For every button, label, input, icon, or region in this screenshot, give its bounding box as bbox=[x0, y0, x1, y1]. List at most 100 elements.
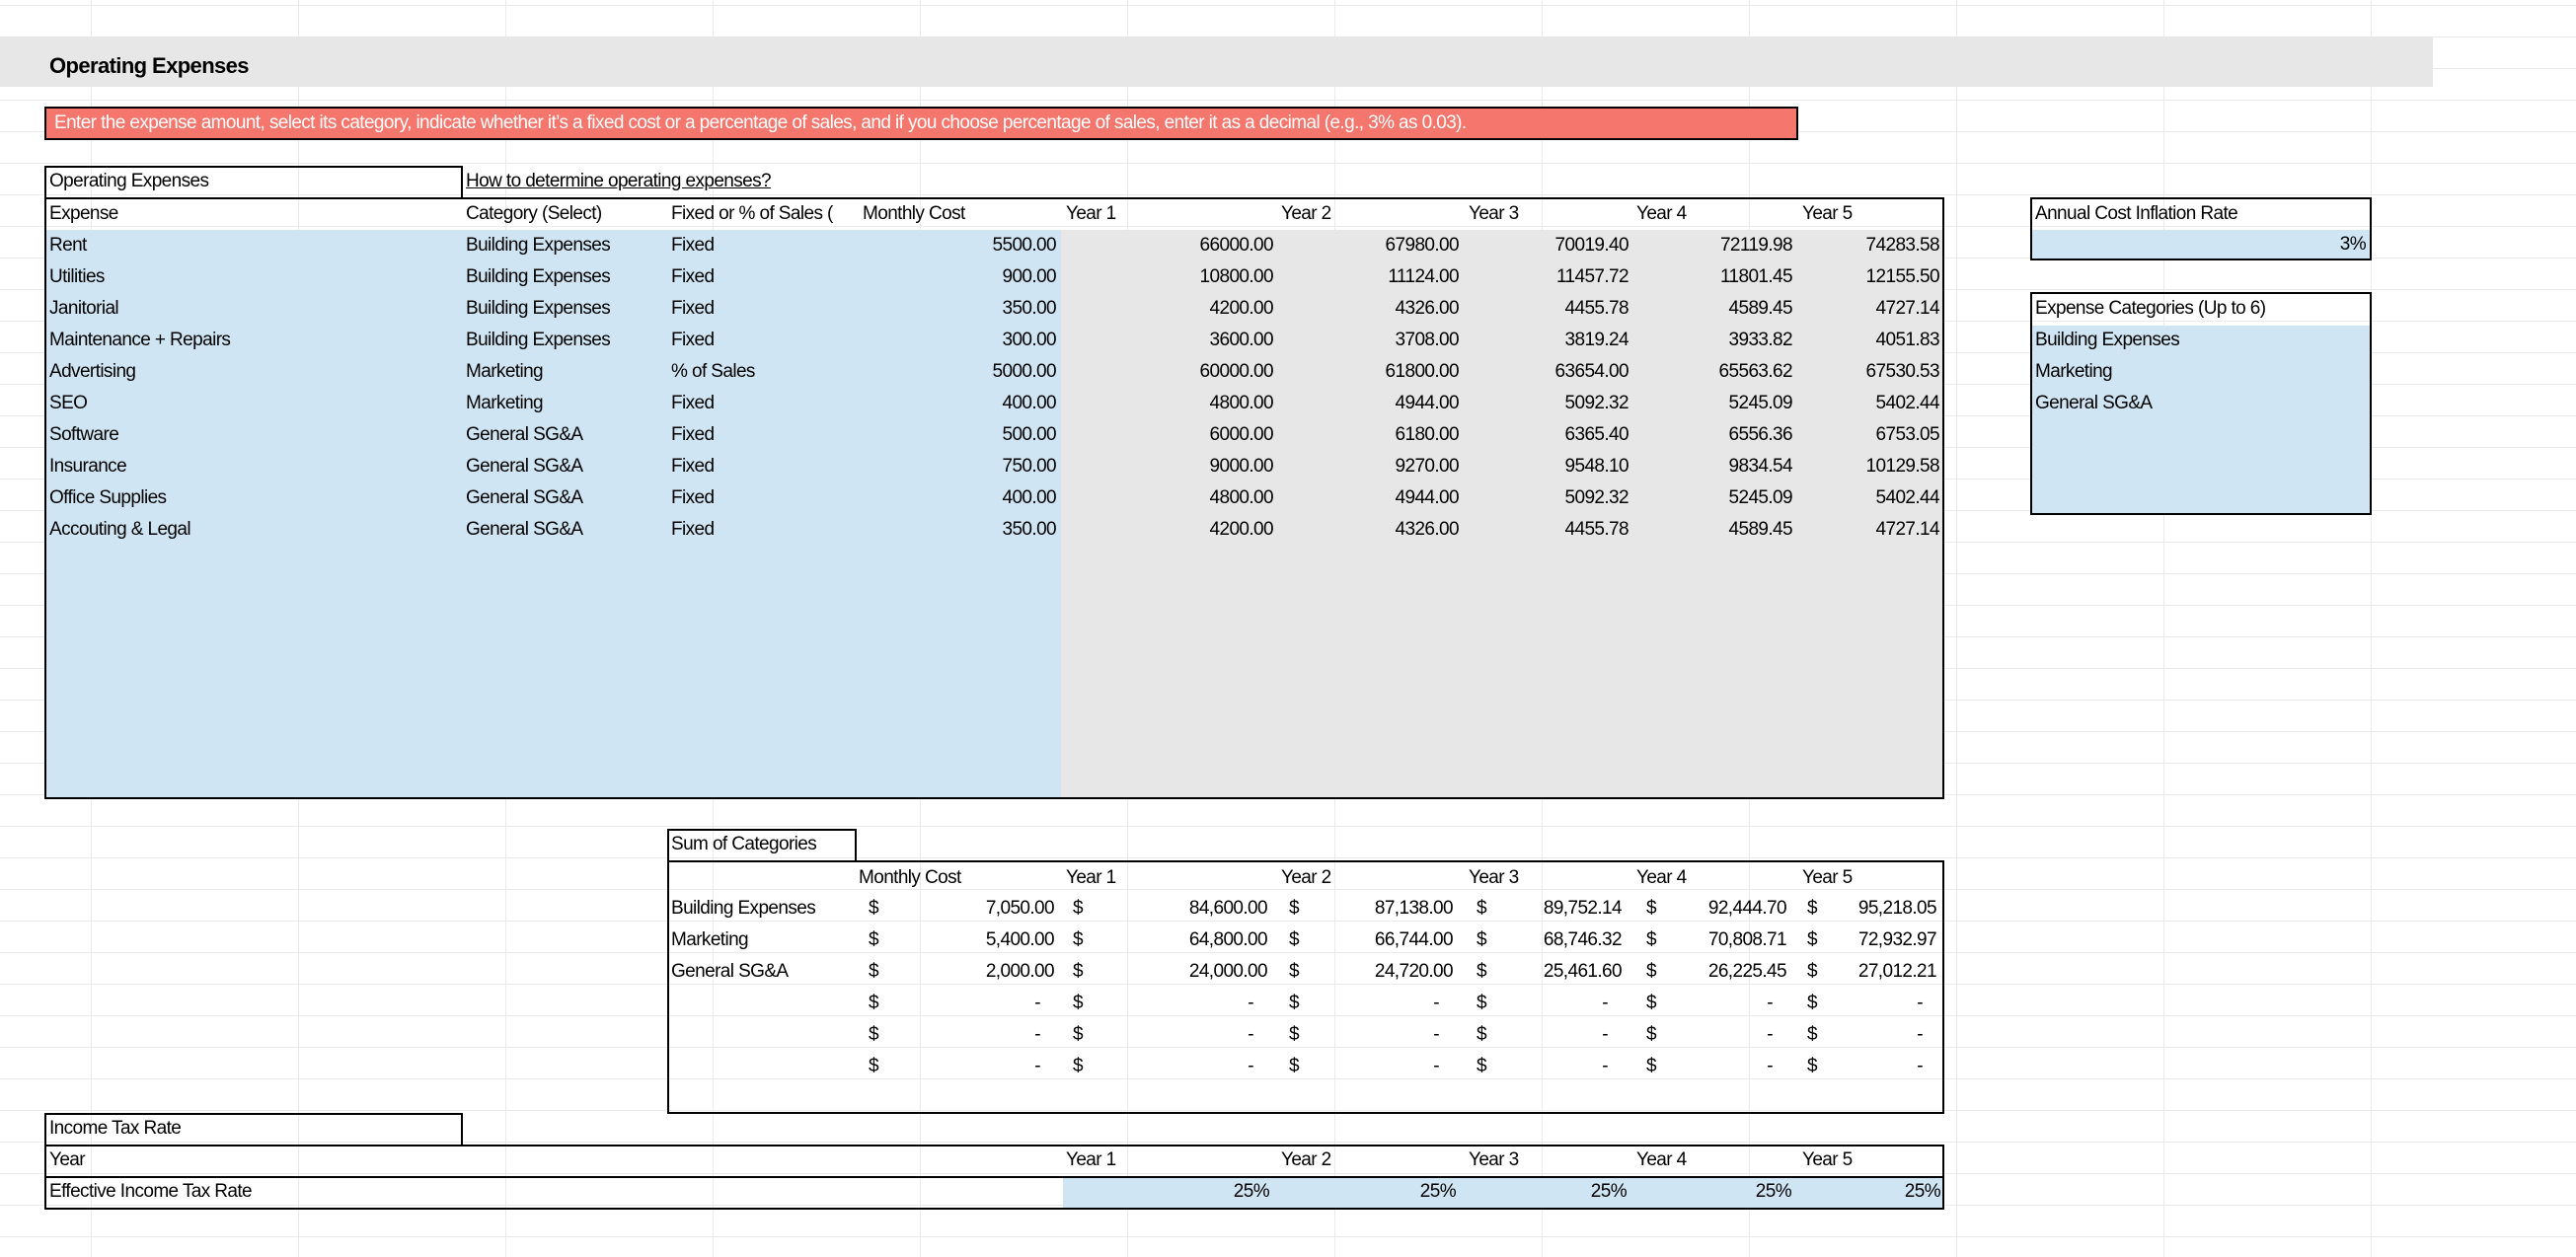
expense-name-input[interactable]: Office Supplies bbox=[49, 487, 167, 508]
year4-value: 6556.36 bbox=[1728, 424, 1793, 445]
category-item-input[interactable]: General SG&A bbox=[2035, 393, 2153, 413]
tax-table-label: Income Tax Rate bbox=[49, 1118, 182, 1139]
cost-type-select[interactable]: Fixed bbox=[671, 424, 715, 445]
tax-rate-input[interactable]: 25% bbox=[1233, 1181, 1270, 1202]
year5-value: 67530.53 bbox=[1865, 361, 1940, 382]
category-select[interactable]: General SG&A bbox=[466, 487, 583, 508]
tax-rate-label: Effective Income Tax Rate bbox=[49, 1181, 253, 1202]
inflation-rate-input[interactable]: 3% bbox=[2339, 234, 2367, 255]
expenses-table bbox=[44, 197, 1944, 799]
category-sum-value: - bbox=[1433, 1056, 1439, 1076]
section-header-band bbox=[0, 37, 2433, 87]
monthly-cost-input[interactable]: 400.00 bbox=[1002, 487, 1056, 508]
expense-name-input[interactable]: Maintenance + Repairs bbox=[49, 330, 231, 350]
category-item-input[interactable]: Marketing bbox=[2035, 361, 2113, 382]
tax-rate-input[interactable]: 25% bbox=[1904, 1181, 1941, 1202]
expense-name-input[interactable]: Insurance bbox=[49, 456, 127, 477]
category-sum-value: 26,225.45 bbox=[1707, 961, 1787, 982]
year2-value: 4326.00 bbox=[1395, 519, 1460, 540]
category-sum-value: 70,808.71 bbox=[1707, 929, 1787, 950]
year4-value: 65563.62 bbox=[1718, 361, 1793, 382]
cost-type-select[interactable]: Fixed bbox=[671, 393, 715, 413]
monthly-cost-input[interactable]: 350.00 bbox=[1002, 519, 1056, 540]
year2-value: 4944.00 bbox=[1395, 393, 1460, 413]
year3-value: 4455.78 bbox=[1564, 519, 1629, 540]
year3-value: 9548.10 bbox=[1564, 456, 1629, 477]
monthly-cost-input[interactable]: 900.00 bbox=[1002, 266, 1056, 287]
category-sum-value: 89,752.14 bbox=[1543, 898, 1623, 919]
column-header: Year 3 bbox=[1469, 203, 1519, 224]
currency-symbol: $ bbox=[1646, 929, 1657, 950]
category-select[interactable]: Building Expenses bbox=[466, 266, 611, 287]
monthly-cost-input[interactable]: 400.00 bbox=[1002, 393, 1056, 413]
currency-symbol: $ bbox=[1289, 898, 1300, 919]
year2-value: 4326.00 bbox=[1395, 298, 1460, 319]
cost-type-select[interactable]: Fixed bbox=[671, 266, 715, 287]
expense-name-input[interactable]: Software bbox=[49, 424, 119, 445]
year5-value: 10129.58 bbox=[1865, 456, 1940, 477]
category-select[interactable]: Building Expenses bbox=[466, 330, 611, 350]
category-item-input[interactable]: Building Expenses bbox=[2035, 330, 2180, 350]
expense-name-input[interactable]: SEO bbox=[49, 393, 88, 413]
column-header: Year 2 bbox=[1281, 203, 1331, 224]
year3-value: 11457.72 bbox=[1555, 266, 1629, 287]
tax-rate-input[interactable]: 25% bbox=[1419, 1181, 1457, 1202]
inflation-input-fill bbox=[2032, 230, 2370, 259]
currency-symbol: $ bbox=[1289, 929, 1300, 950]
category-sum-value: 27,012.21 bbox=[1857, 961, 1937, 982]
tax-rate-input[interactable]: 25% bbox=[1590, 1181, 1628, 1202]
cost-type-select[interactable]: Fixed bbox=[671, 298, 715, 319]
monthly-cost-input[interactable]: 300.00 bbox=[1002, 330, 1056, 350]
currency-symbol: $ bbox=[1807, 1024, 1818, 1045]
expense-name-input[interactable]: Advertising bbox=[49, 361, 136, 382]
tax-input-fill bbox=[1063, 1178, 1942, 1208]
category-select[interactable]: Building Expenses bbox=[466, 298, 611, 319]
cost-type-select[interactable]: Fixed bbox=[671, 456, 715, 477]
year3-value: 5092.32 bbox=[1564, 487, 1629, 508]
category-select[interactable]: General SG&A bbox=[466, 456, 583, 477]
currency-symbol: $ bbox=[1807, 993, 1818, 1013]
category-sum-value: 5,400.00 bbox=[985, 929, 1055, 950]
tax-rate-input[interactable]: 25% bbox=[1755, 1181, 1792, 1202]
currency-symbol: $ bbox=[1646, 1056, 1657, 1076]
category-sum-value: - bbox=[1767, 993, 1773, 1013]
category-select[interactable]: Marketing bbox=[466, 361, 544, 382]
monthly-cost-input[interactable]: 5500.00 bbox=[992, 235, 1057, 256]
expense-name-input[interactable]: Rent bbox=[49, 235, 87, 256]
currency-symbol: $ bbox=[869, 898, 879, 919]
cost-type-select[interactable]: Fixed bbox=[671, 235, 715, 256]
monthly-cost-input[interactable]: 5000.00 bbox=[992, 361, 1057, 382]
category-sum-value: - bbox=[1602, 1056, 1608, 1076]
currency-symbol: $ bbox=[1073, 961, 1084, 982]
monthly-cost-input[interactable]: 750.00 bbox=[1002, 456, 1056, 477]
help-link[interactable]: How to determine operating expenses? bbox=[466, 171, 772, 191]
category-select[interactable]: General SG&A bbox=[466, 519, 583, 540]
category-select[interactable]: Marketing bbox=[466, 393, 544, 413]
monthly-cost-input[interactable]: 350.00 bbox=[1002, 298, 1056, 319]
category-name: General SG&A bbox=[671, 961, 789, 982]
expense-name-input[interactable]: Accouting & Legal bbox=[49, 519, 191, 540]
currency-symbol: $ bbox=[1477, 961, 1487, 982]
calculated-area bbox=[1061, 230, 1942, 797]
expense-name-input[interactable]: Janitorial bbox=[49, 298, 119, 319]
currency-symbol: $ bbox=[1073, 898, 1084, 919]
year1-value: 4200.00 bbox=[1209, 519, 1274, 540]
category-select[interactable]: Building Expenses bbox=[466, 235, 611, 256]
currency-symbol: $ bbox=[1477, 929, 1487, 950]
expenses-table-label: Operating Expenses bbox=[49, 171, 209, 191]
cost-type-select[interactable]: Fixed bbox=[671, 487, 715, 508]
category-sum-value: - bbox=[1248, 993, 1253, 1013]
cost-type-select[interactable]: Fixed bbox=[671, 519, 715, 540]
year4-value: 5245.09 bbox=[1728, 393, 1793, 413]
expense-name-input[interactable]: Utilities bbox=[49, 266, 105, 287]
inflation-box bbox=[2030, 197, 2372, 260]
year1-value: 60000.00 bbox=[1199, 361, 1274, 382]
monthly-cost-input[interactable]: 500.00 bbox=[1002, 424, 1056, 445]
cost-type-select[interactable]: % of Sales bbox=[671, 361, 755, 382]
year2-value: 9270.00 bbox=[1395, 456, 1460, 477]
category-select[interactable]: General SG&A bbox=[466, 424, 583, 445]
categories-box bbox=[2030, 292, 2372, 515]
category-name: Marketing bbox=[671, 929, 749, 950]
cost-type-select[interactable]: Fixed bbox=[671, 330, 715, 350]
category-sum-value: 66,744.00 bbox=[1374, 929, 1454, 950]
